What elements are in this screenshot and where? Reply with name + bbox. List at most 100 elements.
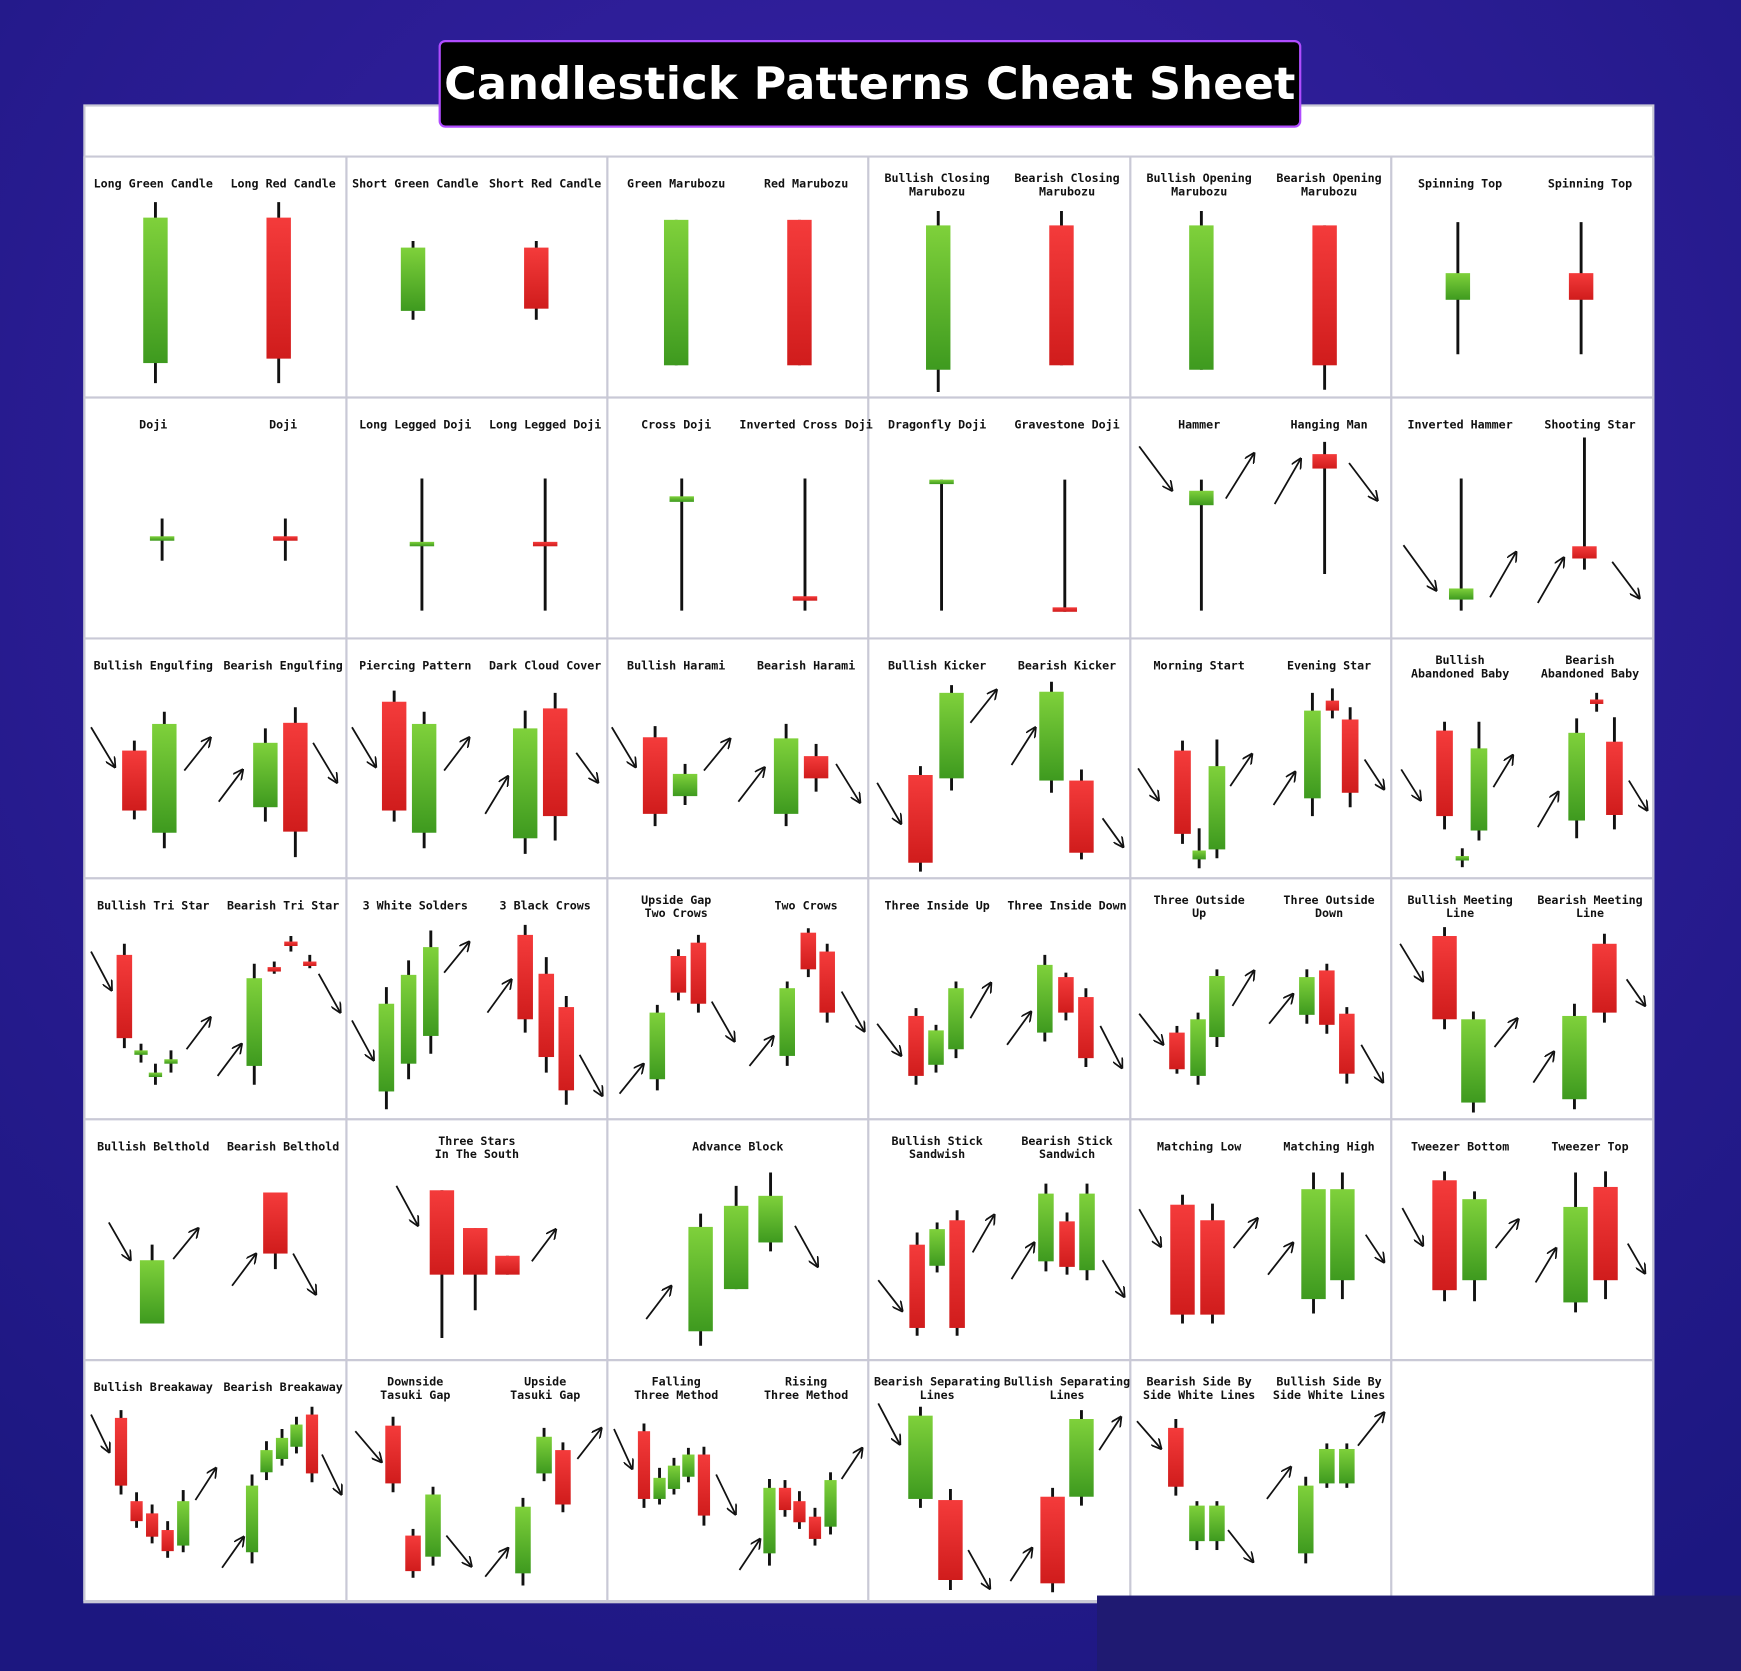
grid [83,155,1655,1603]
trend-arrow [443,943,468,974]
candle-body [134,1050,148,1055]
candle-body [1200,1220,1225,1315]
trend-arrow [1492,756,1512,788]
candle-body [672,773,698,797]
candle-body [381,701,407,811]
candle-body [558,1007,575,1091]
trend-arrow [748,1037,772,1067]
candle-body [1461,1019,1486,1103]
trend-arrow [108,1222,130,1259]
candle-body [116,954,133,1039]
trend-arrow [317,973,340,1012]
pattern-label: Bearish Closing Marubozu [1014,172,1120,199]
candle-body [1059,1221,1075,1267]
candle-body [1039,691,1064,781]
candle-body [275,1437,289,1459]
trend-arrow [445,1535,470,1566]
candle-body [1341,719,1359,793]
candle-body [808,1516,822,1539]
pattern-label: Cross Doji [641,418,712,432]
candle-body [1168,1427,1184,1487]
trend-arrow [1537,558,1564,604]
candle-body [1319,970,1335,1025]
pattern-label: Spinning Top [1547,177,1633,191]
pattern-label: Hammer [1178,418,1221,432]
pattern-label: Bullish Kicker [887,659,987,673]
candle-body [792,596,818,601]
pattern-label: Bearish Tri Star [226,899,340,913]
trend-arrow [484,1549,507,1578]
candle-body [146,1513,159,1537]
trend-arrow [351,726,375,766]
candle-body [1040,1496,1065,1584]
trend-arrow [1625,978,1645,1005]
trend-arrow [835,763,859,802]
candle-body [1312,225,1337,366]
candle-body [926,225,951,370]
trend-arrow [703,739,730,772]
candle-body [429,1190,455,1275]
candle-body [948,988,964,1050]
candle-body [532,541,558,547]
trend-arrow [221,1538,243,1569]
candle-body [1190,1019,1206,1076]
pattern-label: Green Marubozu [627,177,726,191]
trend-arrow [1494,1220,1518,1249]
candle-body [130,1501,143,1522]
candle-body [928,1030,944,1065]
candle-body [1301,1189,1326,1300]
candle-body [723,1205,749,1290]
trend-arrow [613,1428,632,1468]
candle-body [1562,1015,1587,1100]
pattern-label: Bearish Engulfing [223,659,343,673]
pattern-label: Downside Tasuki Gap [380,1375,451,1403]
pattern-label: Advance Block [692,1140,784,1154]
trend-arrow [90,726,114,766]
trend-arrow [1009,1549,1031,1582]
pattern-label: Bearish Separating Lines [873,1375,1001,1403]
candle-body [400,974,417,1064]
pattern-label: Long Red Candle [230,177,336,191]
candle-body [1589,699,1604,704]
pattern-label: Three Inside Up [884,899,990,913]
pattern-label: Shooting Star [1544,418,1636,432]
candle-body [1448,588,1474,600]
candle-body [378,1003,395,1092]
candle-body [1436,730,1453,817]
pattern-label: 3 White Solders [362,899,468,913]
candle-body [1069,780,1094,853]
pattern-label: Spinning Top [1417,177,1503,191]
pattern-label: Bearish Side By Side White Lines [1142,1375,1256,1403]
trend-arrow [1266,1468,1290,1500]
candle-body [787,219,812,366]
trend-arrow [618,1065,643,1095]
candle-body [290,1424,303,1447]
candle-body [929,1229,945,1266]
trend-arrow [292,1253,315,1294]
candle-body [152,723,177,833]
trend-arrow [1364,1234,1384,1262]
trend-arrow [645,1287,670,1320]
pattern-label: Bearish Belthold [226,1140,340,1154]
trend-arrow [611,726,635,766]
trend-arrow [1273,460,1301,505]
trend-arrow [575,752,597,782]
trend-arrow [443,738,468,772]
candle-body [536,1436,552,1474]
candle-body [385,1425,401,1484]
pattern-label: Bullish Opening Marubozu [1146,172,1252,199]
candle-body [1568,273,1594,300]
pattern-label: Bullish Stick Sandwish [891,1134,983,1162]
trend-arrow [1537,793,1558,828]
trend-arrow [231,1255,255,1287]
trend-arrow [321,1454,341,1494]
candle-body [253,742,278,808]
candle-body [164,1059,178,1064]
pattern-label: Upside Tasuki Gap [510,1375,581,1403]
trend-arrow [1231,972,1253,1007]
trend-arrow [840,991,864,1031]
trend-arrow [90,1414,109,1452]
pattern-label: Dragonfly Doji [887,418,987,432]
candle-body [1079,1193,1095,1271]
trend-arrow [1101,1259,1124,1296]
